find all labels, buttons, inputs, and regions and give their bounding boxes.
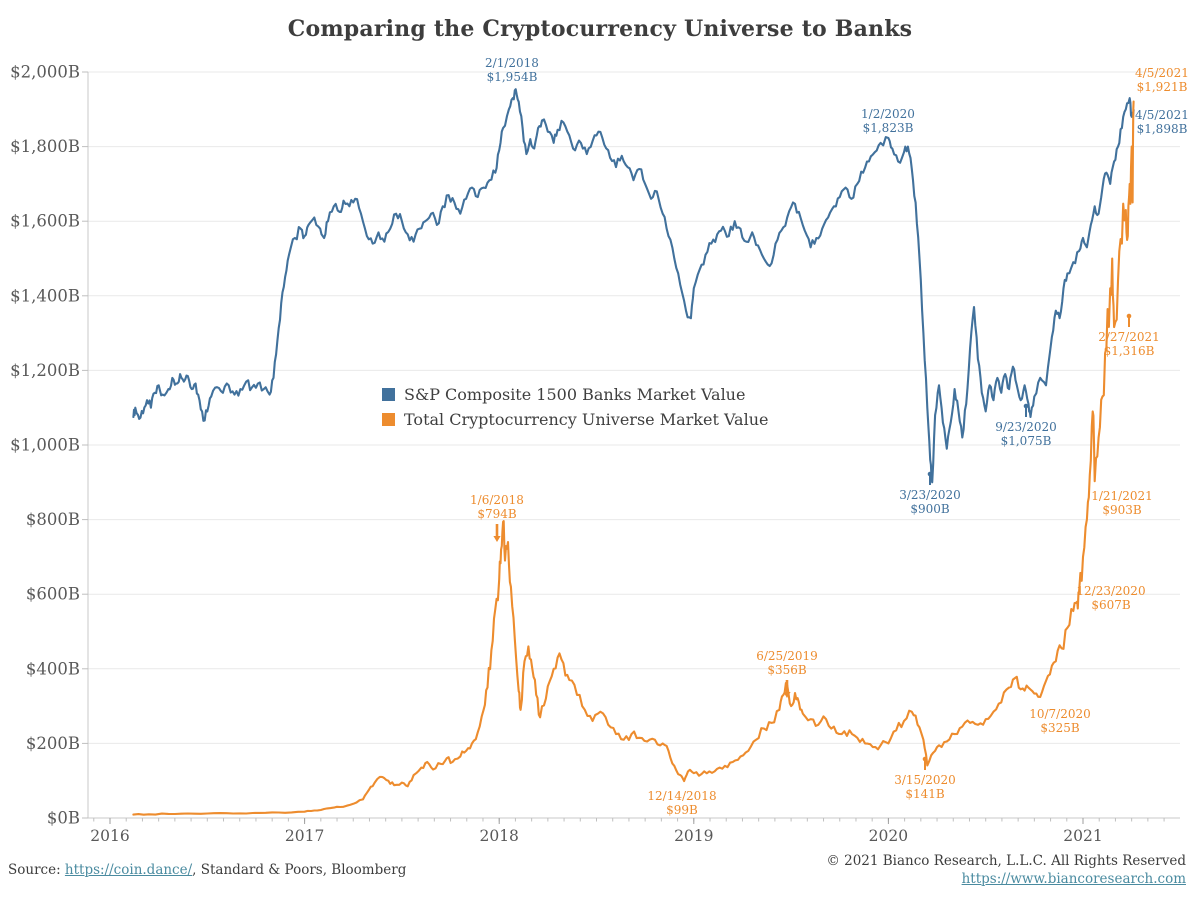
copyright-text: © 2021 Bianco Research, L.L.C. All Right…: [826, 853, 1186, 869]
y-axis-label: $0B: [47, 809, 80, 828]
annotation-pointer-dot: [1023, 403, 1029, 409]
y-axis-label: $400B: [26, 659, 80, 678]
annotation-arrowhead: [493, 536, 501, 542]
y-axis-label: $1,400B: [10, 286, 80, 305]
x-axis-label: 2020: [869, 827, 908, 845]
copyright-block: © 2021 Bianco Research, L.L.C. All Right…: [826, 853, 1186, 888]
y-axis-label: $1,000B: [10, 436, 80, 455]
legend-swatch-banks: [382, 388, 395, 401]
chart-title: Comparing the Cryptocurrency Universe to…: [287, 16, 913, 42]
x-axis-label: 2016: [90, 827, 129, 845]
chart-legend: S&P Composite 1500 Banks Market Value To…: [382, 385, 768, 435]
research-site-link[interactable]: https://www.biancoresearch.com: [961, 870, 1186, 887]
banks-series-line: [132, 88, 1135, 484]
legend-item-banks: S&P Composite 1500 Banks Market Value: [382, 385, 768, 404]
source-suffix: , Standard & Poors, Bloomberg: [192, 862, 407, 878]
x-axis-label: 2018: [479, 827, 518, 845]
x-axis-label: 2019: [674, 827, 713, 845]
x-axis-label: 2021: [1063, 827, 1102, 845]
legend-label-crypto: Total Cryptocurrency Universe Market Val…: [404, 410, 769, 429]
legend-label-banks: S&P Composite 1500 Banks Market Value: [404, 385, 746, 404]
source-link[interactable]: https://coin.dance/: [64, 862, 193, 878]
y-axis-label: $1,600B: [10, 212, 80, 231]
x-axis-label: 2017: [285, 827, 324, 845]
y-axis-label: $1,200B: [10, 361, 80, 380]
annotation-arrowhead: [783, 692, 791, 698]
annotation-pointer-dot: [922, 756, 928, 762]
y-axis-label: $800B: [26, 510, 80, 529]
y-axis-label: $1,800B: [10, 137, 80, 156]
y-axis-label: $600B: [26, 585, 80, 604]
legend-swatch-crypto: [382, 413, 395, 426]
y-axis-label: $200B: [26, 734, 80, 753]
y-axis-label: $2,000B: [10, 63, 80, 82]
source-line: Source: https://coin.dance/, Standard & …: [8, 862, 406, 878]
annotation-pointer-dot: [927, 471, 933, 477]
legend-item-crypto: Total Cryptocurrency Universe Market Val…: [382, 410, 768, 429]
annotation-pointer-dot: [1126, 313, 1132, 319]
crypto-series-line: [132, 100, 1135, 816]
source-prefix: Source:: [8, 862, 65, 878]
